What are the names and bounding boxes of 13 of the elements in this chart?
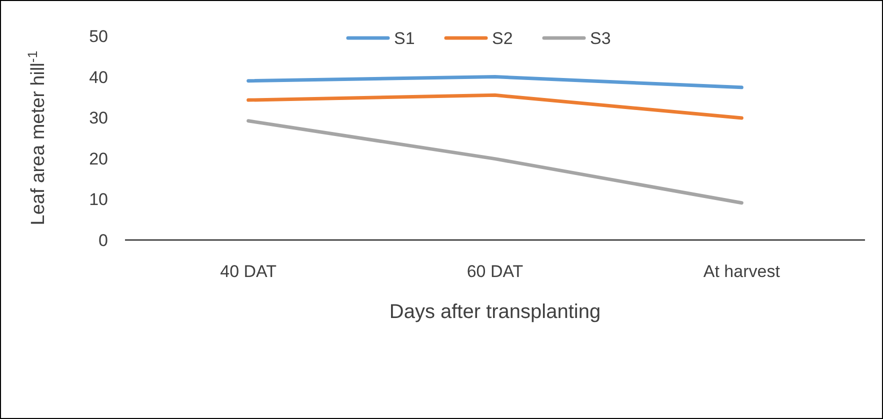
legend-label: S2 xyxy=(492,28,513,48)
legend-label: S1 xyxy=(394,28,415,48)
x-tick-label: 40 DAT xyxy=(220,262,277,281)
x-tick-label: At harvest xyxy=(703,262,780,281)
y-tick-label: 40 xyxy=(89,68,108,87)
y-tick-label: 50 xyxy=(89,26,108,46)
legend-label: S3 xyxy=(590,28,611,48)
x-tick-label: 60 DAT xyxy=(466,262,524,281)
y-tick-label: 30 xyxy=(89,108,108,128)
x-axis-title: Days after transplanting xyxy=(389,301,601,323)
y-tick-label: 0 xyxy=(98,230,108,250)
y-tick-label: 20 xyxy=(89,149,108,168)
y-tick-label: 10 xyxy=(89,190,108,210)
